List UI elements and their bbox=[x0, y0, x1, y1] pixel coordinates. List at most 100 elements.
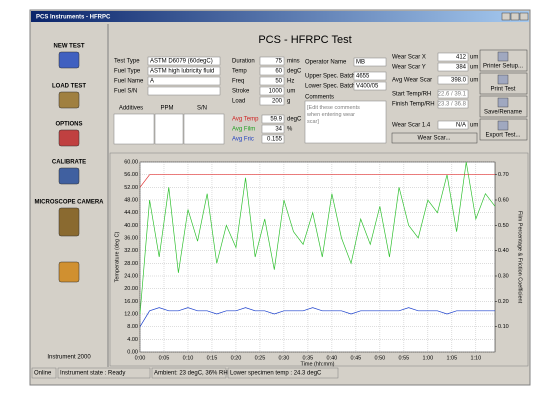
x-tick-label: 0:05 bbox=[159, 355, 170, 361]
sidebar-icon[interactable] bbox=[58, 207, 80, 237]
x-tick-label: 0:30 bbox=[279, 355, 290, 361]
comments-text: [Edit these comments when entering wear sc… bbox=[306, 105, 360, 125]
field-label: Avg Wear Scar bbox=[392, 78, 432, 84]
side-button-icon[interactable] bbox=[497, 51, 509, 62]
average-label: Avg Fric bbox=[232, 137, 254, 143]
field-input[interactable] bbox=[259, 56, 285, 66]
table-cell[interactable] bbox=[154, 113, 184, 145]
x-tick-label: 0:20 bbox=[231, 355, 242, 361]
field-label: Fuel Name bbox=[114, 79, 144, 85]
side-button-icon[interactable] bbox=[497, 120, 509, 131]
field-input[interactable] bbox=[437, 75, 469, 85]
field-label: Finish Temp/RH bbox=[392, 102, 435, 108]
field-input[interactable] bbox=[259, 66, 285, 76]
x-tick-label: 0:50 bbox=[375, 355, 386, 361]
field-input[interactable] bbox=[147, 76, 221, 86]
field-value: 412 bbox=[456, 55, 467, 61]
sidebar-icon[interactable] bbox=[58, 129, 80, 147]
average-value: 0.155 bbox=[267, 137, 283, 143]
y2-axis-label: Film Percentage & Friction Coefficient bbox=[517, 211, 523, 304]
y-tick-label: 40.00 bbox=[124, 223, 138, 229]
average-box bbox=[261, 134, 285, 144]
sidebar-button-label[interactable]: NEW TEST bbox=[54, 44, 85, 50]
x-axis-label: Time (hh:mm) bbox=[300, 361, 334, 367]
side-button-label[interactable]: Printer Setup... bbox=[483, 64, 523, 70]
field-input[interactable] bbox=[353, 81, 387, 91]
field-input[interactable] bbox=[437, 99, 469, 109]
average-unit: degC bbox=[287, 117, 302, 123]
y-tick-label: 20.00 bbox=[124, 286, 138, 292]
y-tick-label: 56.00 bbox=[124, 172, 138, 178]
table-header: S/N bbox=[197, 106, 207, 112]
x-tick-label: 0:35 bbox=[303, 355, 314, 361]
field-input[interactable] bbox=[259, 76, 285, 86]
exit-icon[interactable] bbox=[58, 261, 80, 283]
field-value: V400/05 bbox=[356, 84, 379, 90]
table-cell[interactable] bbox=[183, 113, 225, 145]
x-tick-label: 0:10 bbox=[183, 355, 194, 361]
minimize-button[interactable] bbox=[501, 12, 511, 21]
field-label: Fuel Type bbox=[114, 69, 141, 75]
sidebar-button-label[interactable]: MICROSCOPE CAMERA bbox=[34, 200, 104, 206]
field-input[interactable] bbox=[147, 86, 221, 96]
average-unit: % bbox=[287, 127, 293, 133]
field-input[interactable] bbox=[353, 57, 387, 67]
field-label: Duration bbox=[232, 59, 255, 65]
side-button-label[interactable]: Export Test... bbox=[486, 133, 521, 139]
field-input[interactable] bbox=[437, 62, 469, 72]
y2-tick-label: 0.50 bbox=[498, 223, 509, 229]
field-value: MB bbox=[356, 60, 365, 66]
sidebar-button-label[interactable]: CALIBRATE bbox=[52, 160, 86, 166]
field-input[interactable] bbox=[147, 66, 221, 76]
y2-tick-label: 0.20 bbox=[498, 299, 509, 305]
field-input[interactable] bbox=[437, 120, 469, 130]
average-box bbox=[261, 114, 285, 124]
y-tick-label: 36.00 bbox=[124, 235, 138, 241]
window-title: PCS Instruments - HFRPC bbox=[36, 15, 111, 21]
instrument-label: Instrument 2000 bbox=[47, 355, 91, 361]
field-value: ASTM D6079 (60degC) bbox=[150, 59, 213, 65]
table-cell[interactable] bbox=[113, 113, 155, 145]
table-header: Additives bbox=[119, 106, 143, 112]
sidebar-button-label[interactable]: LOAD TEST bbox=[52, 84, 86, 90]
side-button-label[interactable]: Print Test bbox=[491, 87, 516, 93]
side-button-icon[interactable] bbox=[497, 97, 509, 108]
field-unit: um bbox=[287, 89, 295, 95]
sidebar-icon[interactable] bbox=[58, 167, 80, 185]
header-title: PCS - HFRPC Test bbox=[258, 34, 351, 46]
field-value: 1000 bbox=[269, 89, 283, 95]
maximize-button[interactable] bbox=[510, 12, 520, 21]
field-input[interactable] bbox=[147, 56, 221, 66]
comments-box[interactable] bbox=[304, 100, 387, 144]
side-button-label[interactable]: Save/Rename bbox=[484, 110, 523, 116]
field-input[interactable] bbox=[259, 96, 285, 106]
average-value: 59.9 bbox=[270, 117, 282, 123]
field-value: 384 bbox=[456, 65, 467, 71]
data-line bbox=[139, 307, 495, 327]
y-tick-label: 32.00 bbox=[124, 248, 138, 254]
status-text: Ambient: 23 degC, 36% RH bbox=[154, 371, 228, 377]
sidebar-icon[interactable] bbox=[58, 91, 80, 109]
field-input[interactable] bbox=[259, 86, 285, 96]
field-value: 200 bbox=[272, 99, 283, 105]
wear-scar-button[interactable] bbox=[391, 132, 478, 144]
field-unit: Hz bbox=[287, 79, 294, 85]
close-button[interactable] bbox=[519, 12, 529, 21]
status-panel bbox=[227, 367, 339, 379]
field-value: 23.3 / 36.8 bbox=[438, 102, 467, 108]
comments-label: Comments bbox=[305, 95, 334, 101]
field-input[interactable] bbox=[353, 71, 387, 81]
field-label: Freq bbox=[232, 79, 244, 85]
field-input[interactable] bbox=[437, 52, 469, 62]
sidebar-icon[interactable] bbox=[58, 51, 80, 69]
sidebar-button-label[interactable]: OPTIONS bbox=[55, 122, 82, 128]
field-label: Wear Scar X bbox=[392, 55, 426, 61]
y-tick-label: 24.00 bbox=[124, 273, 138, 279]
y-tick-label: 48.00 bbox=[124, 197, 138, 203]
wear-scar-button-label[interactable]: Wear Scar... bbox=[418, 136, 451, 142]
x-tick-label: 0:00 bbox=[135, 355, 146, 361]
field-input[interactable] bbox=[437, 89, 469, 99]
y2-tick-label: 0.30 bbox=[498, 273, 509, 279]
side-button-icon[interactable] bbox=[497, 74, 509, 85]
